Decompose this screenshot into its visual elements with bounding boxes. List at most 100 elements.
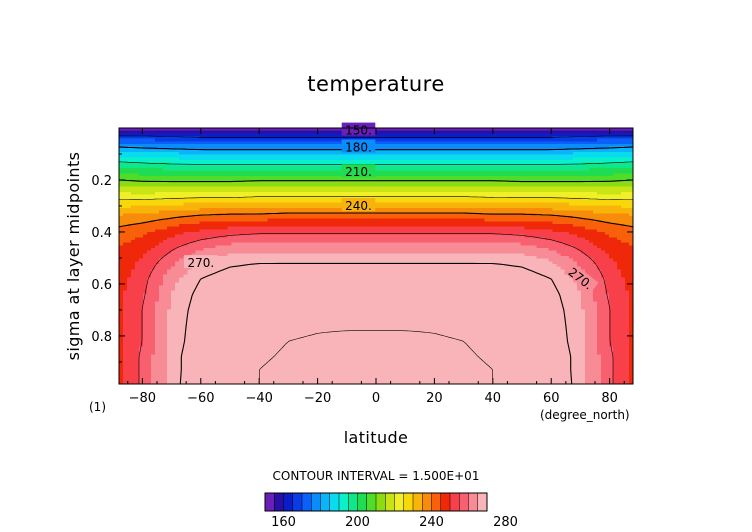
field-cell xyxy=(147,184,152,188)
field-cell xyxy=(404,165,409,169)
field-cell xyxy=(215,152,220,156)
field-cell xyxy=(524,208,530,212)
field-cell xyxy=(516,189,522,193)
field-cell xyxy=(303,208,309,212)
field-cell xyxy=(199,133,204,137)
field-cell xyxy=(620,197,626,201)
field-cell xyxy=(628,138,634,142)
field-cell xyxy=(155,136,160,140)
field-cell xyxy=(359,152,365,156)
field-cell xyxy=(139,130,144,134)
field-cell xyxy=(191,130,196,134)
field-cell xyxy=(335,173,341,177)
field-cell xyxy=(191,141,196,145)
field-cell xyxy=(376,133,381,137)
field-cell xyxy=(520,170,526,174)
field-cell xyxy=(171,213,176,217)
field-cell xyxy=(624,146,630,150)
field-cell xyxy=(444,189,449,193)
field-cell xyxy=(371,224,377,228)
field-cell xyxy=(500,216,506,220)
field-cell xyxy=(436,138,441,142)
field-cell xyxy=(480,200,486,204)
field-cell xyxy=(203,178,208,182)
field-cell xyxy=(416,152,421,156)
field-cell xyxy=(179,197,184,201)
field-cell xyxy=(259,173,265,177)
field-cell xyxy=(311,176,317,180)
field-cell xyxy=(596,216,602,220)
field-cell xyxy=(452,218,457,222)
field-cell xyxy=(404,146,409,150)
field-cell xyxy=(335,184,341,188)
field-cell xyxy=(363,218,369,222)
field-cell xyxy=(456,221,461,225)
field-cell xyxy=(159,138,164,142)
field-cell xyxy=(416,224,421,228)
field-cell xyxy=(315,149,321,153)
field-cell xyxy=(608,170,614,174)
field-cell xyxy=(207,210,212,214)
field-cell xyxy=(428,210,433,214)
field-cell xyxy=(259,168,265,172)
field-cell xyxy=(564,200,570,204)
field-cell xyxy=(592,200,598,204)
field-cell xyxy=(500,202,506,206)
field-cell xyxy=(251,154,257,158)
field-cell xyxy=(440,170,445,174)
field-cell xyxy=(183,176,188,180)
field-cell xyxy=(327,154,333,158)
field-cell xyxy=(600,162,606,166)
field-cell xyxy=(456,130,461,134)
field-cell xyxy=(247,133,253,137)
field-cell xyxy=(480,218,486,222)
field-cell xyxy=(412,213,417,217)
field-cell xyxy=(620,173,626,177)
field-cell xyxy=(131,189,136,193)
field-cell xyxy=(384,152,389,156)
field-cell xyxy=(504,173,510,177)
field-cell xyxy=(371,154,377,158)
field-cell xyxy=(504,186,510,190)
field-cell xyxy=(620,202,626,206)
field-cell xyxy=(496,173,502,177)
field-cell xyxy=(448,170,453,174)
field-cell xyxy=(476,221,482,225)
field-cell xyxy=(175,154,180,158)
field-cell xyxy=(388,165,393,169)
field-cell xyxy=(592,168,598,172)
field-cell xyxy=(199,160,204,164)
field-cell xyxy=(159,173,164,177)
field-cell xyxy=(303,128,309,132)
field-cell xyxy=(416,149,421,153)
field-cell xyxy=(127,221,132,225)
field-cell xyxy=(187,154,192,158)
field-cell xyxy=(556,213,562,217)
field-cell xyxy=(628,213,634,217)
field-cell xyxy=(488,186,494,190)
field-cell xyxy=(404,138,409,142)
field-cell xyxy=(319,133,325,137)
field-cell xyxy=(468,226,473,230)
field-cell xyxy=(275,200,281,204)
field-cell xyxy=(404,160,409,164)
field-cell xyxy=(456,173,461,177)
field-cell xyxy=(151,170,156,174)
field-cell xyxy=(484,168,490,172)
field-cell xyxy=(179,136,184,140)
field-cell xyxy=(424,128,429,132)
field-cell xyxy=(343,229,349,233)
field-cell xyxy=(207,146,212,150)
field-cell xyxy=(339,186,345,190)
field-cell xyxy=(604,216,610,220)
field-cell xyxy=(384,208,389,212)
field-cell xyxy=(151,181,156,185)
field-cell xyxy=(496,194,502,198)
field-cell xyxy=(239,173,245,177)
field-cell xyxy=(239,157,245,161)
field-cell xyxy=(327,165,333,169)
field-cell xyxy=(167,149,172,153)
field-cell xyxy=(119,165,124,169)
field-cell xyxy=(520,144,526,148)
field-cell xyxy=(351,221,357,225)
